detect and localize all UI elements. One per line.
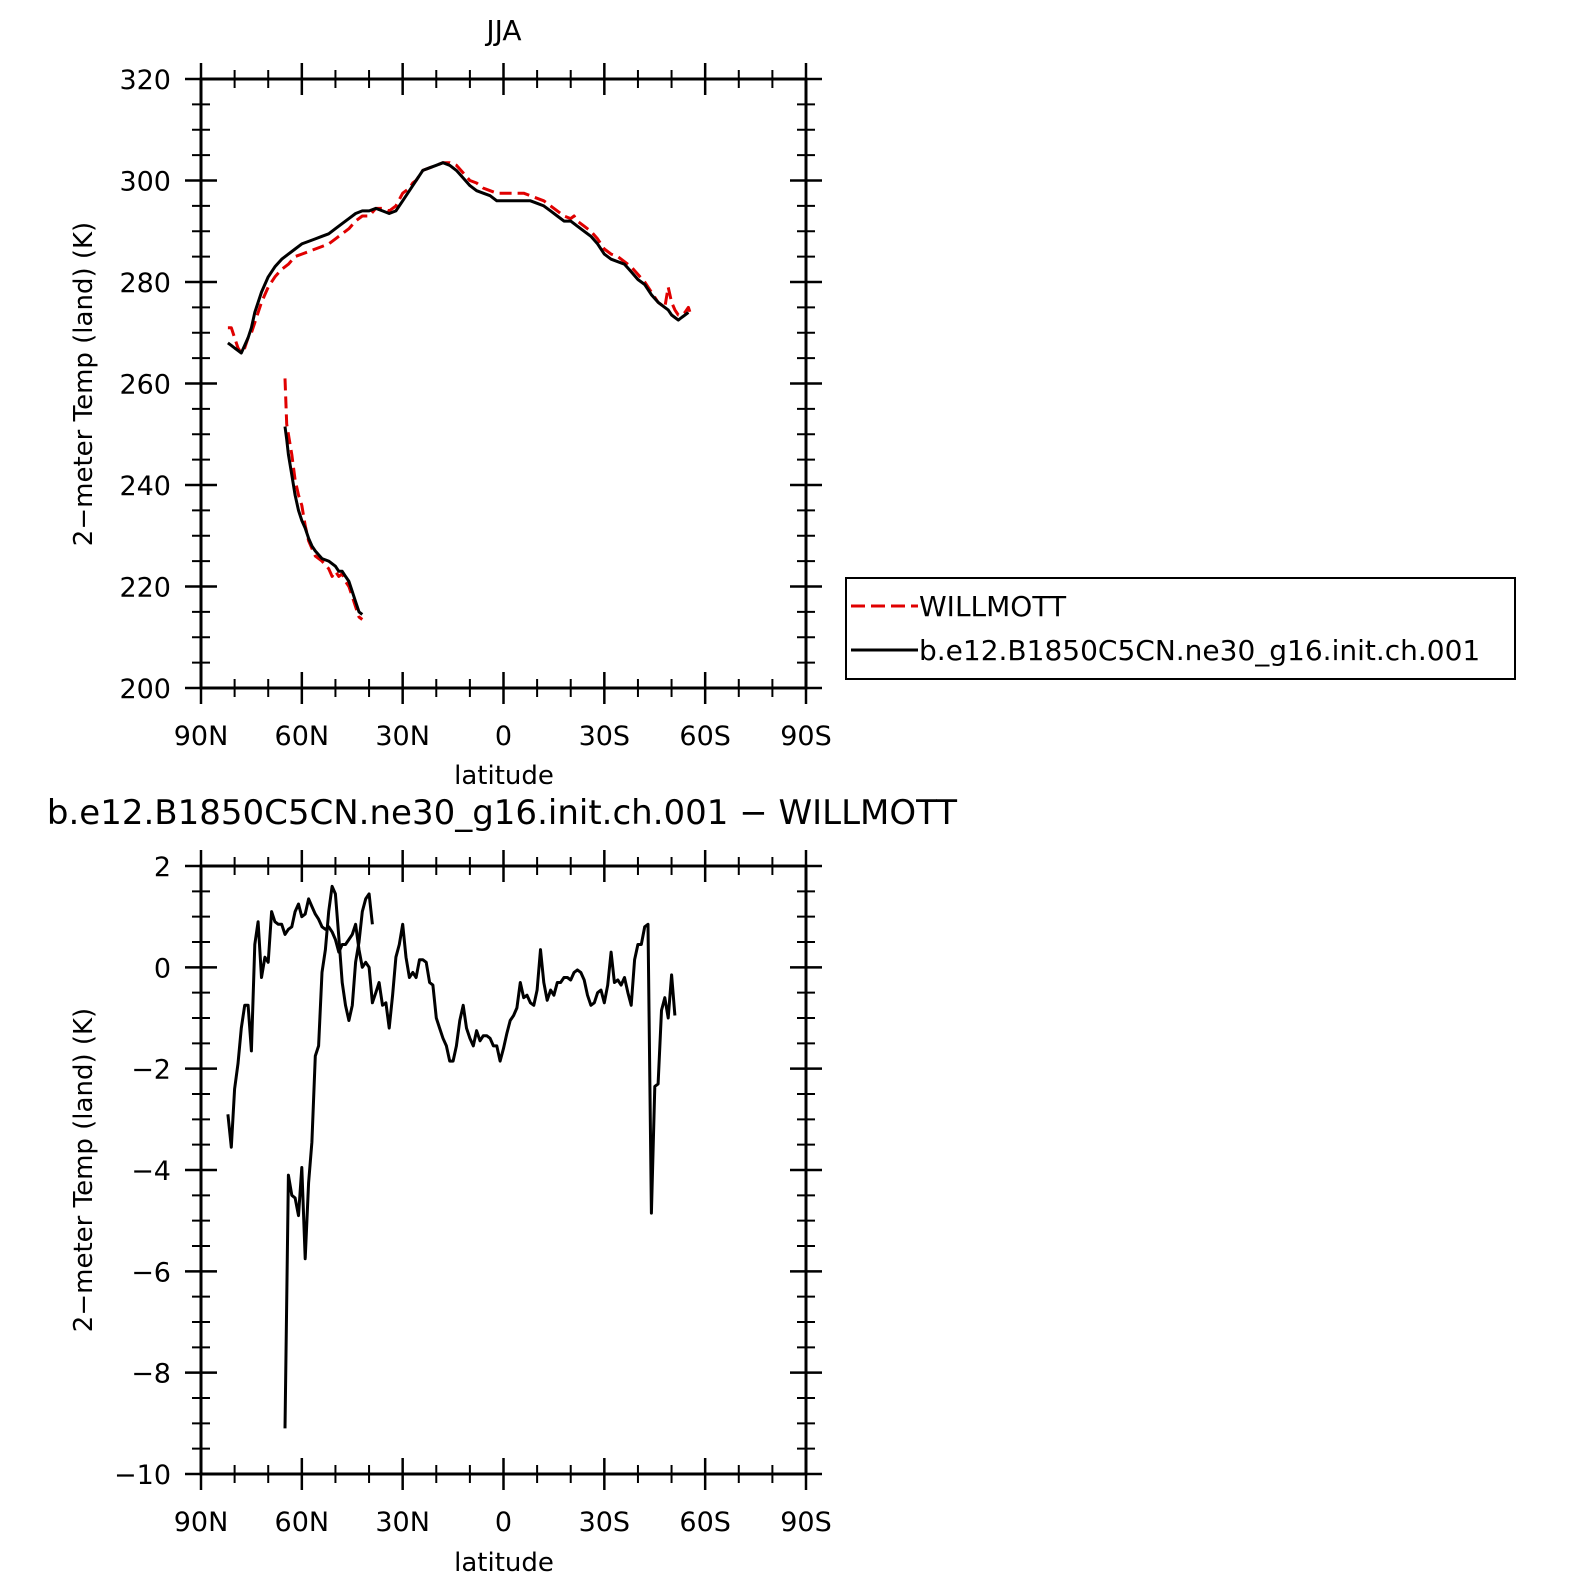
y-tick-label: −6 bbox=[131, 1257, 171, 1288]
y-axis-ticks-top: 200 220 240 260 280 300 320 bbox=[119, 65, 822, 705]
legend-box bbox=[845, 577, 1516, 680]
x-tick-label: 60S bbox=[679, 1507, 731, 1538]
series-line-bottom-0 bbox=[283, 884, 374, 1429]
chart-title-top: JJA bbox=[484, 14, 521, 47]
x-tick-label: 60N bbox=[275, 721, 330, 752]
y-tick-label: 260 bbox=[119, 370, 171, 401]
chart-panel-bottom: b.e12.B1850C5CN.ne30_g16.init.ch.001 − W… bbox=[47, 793, 957, 1578]
x-tick-label: 60S bbox=[679, 721, 731, 752]
x-tick-label: 30N bbox=[375, 1507, 430, 1538]
series-line-top-1 bbox=[227, 161, 690, 355]
y-tick-label: 320 bbox=[119, 65, 171, 96]
series-line-top-0 bbox=[283, 378, 364, 621]
y-tick-label: 280 bbox=[119, 268, 171, 299]
y-tick-label: 200 bbox=[119, 674, 171, 705]
x-tick-label: 90N bbox=[174, 1507, 229, 1538]
x-tick-label: 30S bbox=[579, 721, 631, 752]
y-tick-label: −8 bbox=[131, 1359, 171, 1390]
y-tick-label: 2 bbox=[154, 852, 171, 883]
legend-label-model: b.e12.B1850C5CN.ne30_g16.init.ch.001 bbox=[919, 634, 1480, 667]
x-tick-label: 0 bbox=[495, 721, 512, 752]
y-axis-label-top: 2−meter Temp (land) (K) bbox=[69, 222, 99, 546]
x-tick-label: 30N bbox=[375, 721, 430, 752]
x-tick-label: 30S bbox=[579, 1507, 631, 1538]
y-axis-ticks-bottom: −10 −8 −6 −4 −2 0 2 bbox=[114, 852, 822, 1491]
plot-frame-top bbox=[199, 77, 808, 690]
series-line-top-1 bbox=[283, 426, 364, 616]
legend: WILLMOTT b.e12.B1850C5CN.ne30_g16.init.c… bbox=[845, 577, 1516, 680]
y-tick-label: 0 bbox=[154, 953, 171, 984]
y-tick-label: 300 bbox=[119, 167, 171, 198]
y-tick-label: 220 bbox=[119, 573, 171, 604]
chart-panel-top: JJA 200 220 240 260 280 300 320 90N 60N 30N 0 30S 6… bbox=[69, 14, 832, 791]
series-line-bottom-0 bbox=[226, 897, 677, 1215]
x-tick-label: 60N bbox=[275, 1507, 330, 1538]
x-tick-label: 90S bbox=[780, 721, 832, 752]
series-lines-top bbox=[227, 161, 694, 621]
x-axis-ticks-bottom: 90N 60N 30N 0 30S 60S 90S bbox=[174, 850, 832, 1538]
series-line-top-0 bbox=[227, 161, 694, 355]
y-tick-label: −2 bbox=[131, 1055, 171, 1086]
legend-label-willmott: WILLMOTT bbox=[919, 590, 1067, 623]
x-axis-ticks-top: 90N 60N 30N 0 30S 60S 90S bbox=[174, 63, 832, 752]
y-tick-label: −10 bbox=[114, 1460, 171, 1491]
x-tick-label: 90S bbox=[780, 1507, 832, 1538]
x-tick-label: 0 bbox=[495, 1507, 512, 1538]
y-tick-label: 240 bbox=[119, 471, 171, 502]
x-tick-label: 90N bbox=[174, 721, 229, 752]
y-axis-label-bottom: 2−meter Temp (land) (K) bbox=[69, 1008, 99, 1332]
x-axis-label-top: latitude bbox=[454, 761, 554, 791]
x-axis-label-bottom: latitude bbox=[454, 1548, 554, 1578]
y-tick-label: −4 bbox=[131, 1156, 171, 1187]
series-lines-bottom bbox=[226, 884, 677, 1429]
chart-title-bottom: b.e12.B1850C5CN.ne30_g16.init.ch.001 − W… bbox=[47, 793, 957, 833]
plot-frame-bottom bbox=[199, 864, 808, 1476]
